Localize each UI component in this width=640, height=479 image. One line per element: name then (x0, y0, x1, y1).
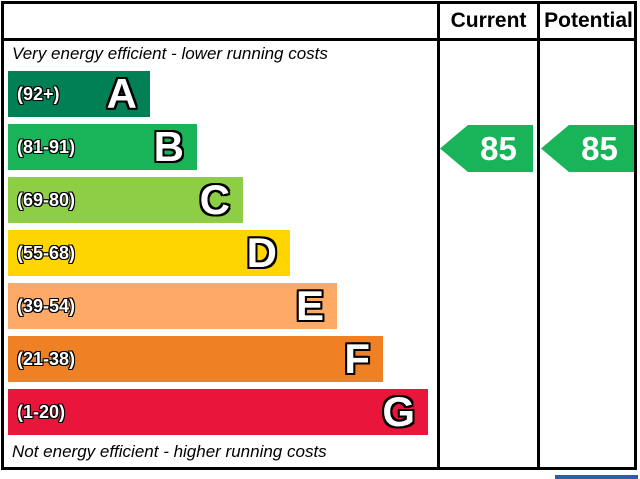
band-range-label: (39-54) (17, 296, 76, 316)
band-letter: E (295, 282, 324, 329)
band-a-bar: (92+) A (8, 71, 150, 117)
band-letter: F (344, 335, 370, 382)
band-d-bar: (55-68) D (8, 230, 290, 276)
band-range-label: (21-38) (17, 349, 76, 369)
band-b-bar: (81-91) B (8, 124, 197, 170)
column-divider-current (437, 1, 440, 470)
potential-rating-value: 85 (581, 130, 618, 167)
band-g-bar: (1-20) G (8, 389, 428, 435)
potential-rating-arrow: 85 (541, 125, 634, 172)
band-range-label: (55-68) (17, 243, 76, 263)
band-c-bar: (69-80) C (8, 177, 243, 223)
caption-not-energy-efficient: Not energy efficient - higher running co… (12, 442, 327, 461)
band-letter: A (106, 70, 137, 117)
current-rating-value: 85 (480, 130, 517, 167)
band-f-bar: (21-38) F (8, 336, 383, 382)
band-range-label: (69-80) (17, 190, 76, 210)
column-divider-potential (537, 1, 540, 470)
band-range-label: (92+) (17, 84, 60, 104)
band-range-label: (81-91) (17, 137, 76, 157)
table-border (1, 1, 637, 470)
band-letter: C (199, 176, 230, 223)
next-section-top-rule (555, 475, 638, 479)
potential-column-header: Potential (544, 9, 633, 32)
band-letter: B (153, 123, 184, 170)
band-e-bar: (39-54) E (8, 283, 337, 329)
rating-bands: (92+) A (81-91) B (69-80) C (55-68) D (39-54) E (2… (8, 71, 428, 435)
current-column-header: Current (450, 9, 527, 32)
band-range-label: (1-20) (17, 402, 66, 422)
band-letter: G (382, 388, 415, 435)
caption-very-energy-efficient: Very energy efficient - lower running co… (12, 44, 328, 63)
header-divider (1, 38, 637, 41)
band-letter: D (246, 229, 277, 276)
